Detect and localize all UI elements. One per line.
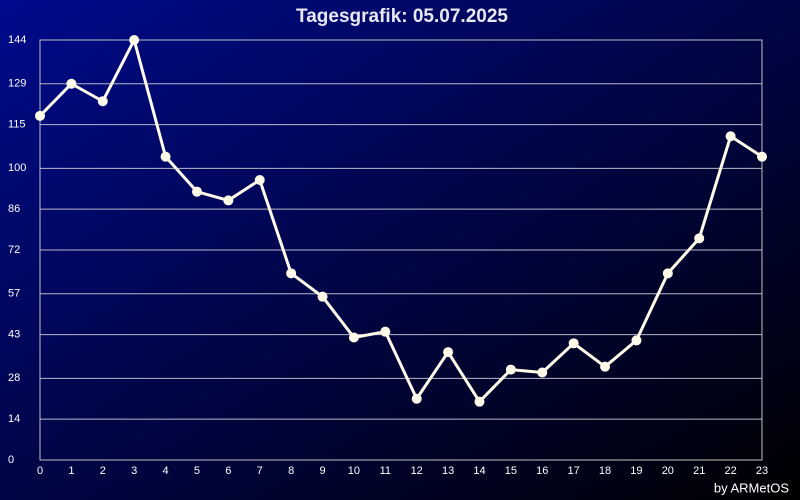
- data-point: [757, 151, 767, 162]
- x-tick-label: 9: [319, 465, 325, 477]
- x-tick-label: 11: [380, 465, 391, 477]
- y-tick-label: 144: [8, 34, 26, 46]
- x-tick-label: 3: [131, 465, 137, 477]
- y-tick-label: 0: [8, 454, 14, 466]
- x-tick-label: 2: [100, 465, 106, 477]
- data-point: [286, 268, 297, 279]
- y-tick-label: 72: [8, 244, 20, 256]
- y-tick-label: 129: [8, 78, 26, 90]
- x-tick-label: 22: [724, 465, 736, 477]
- data-point: [348, 332, 359, 343]
- y-tick-label: 14: [8, 413, 20, 425]
- x-tick-label: 6: [225, 465, 231, 477]
- x-tick-label: 15: [505, 465, 517, 477]
- x-tick-label: 17: [568, 465, 580, 477]
- x-tick-label: 19: [630, 465, 642, 477]
- x-tick-label: 20: [662, 465, 674, 477]
- y-tick-label: 28: [8, 372, 20, 384]
- data-point: [443, 347, 454, 358]
- data-point: [662, 268, 673, 279]
- x-tick-label: 18: [599, 465, 611, 477]
- x-tick-label: 13: [442, 465, 454, 477]
- data-point: [317, 291, 328, 302]
- data-point: [474, 396, 485, 407]
- data-point: [129, 35, 140, 45]
- x-tick-label: 23: [756, 465, 768, 477]
- x-tick-label: 12: [411, 465, 423, 477]
- data-point: [631, 335, 642, 346]
- credit: by ARMetOS: [714, 480, 789, 495]
- x-tick-label: 14: [473, 465, 485, 477]
- x-tick-label: 21: [693, 465, 705, 477]
- x-tick-label: 8: [288, 465, 294, 477]
- x-tick-label: 4: [163, 465, 169, 477]
- data-point: [35, 110, 45, 121]
- data-point: [160, 151, 171, 162]
- chart-title: Tagesgrafik: 05.07.2025: [296, 6, 508, 27]
- data-point: [537, 367, 548, 378]
- y-tick-label: 86: [8, 203, 20, 215]
- data-point: [725, 131, 736, 142]
- data-point: [191, 186, 202, 197]
- data-point: [568, 338, 579, 349]
- y-tick-label: 43: [8, 328, 20, 340]
- data-point: [223, 195, 234, 206]
- data-point: [411, 393, 422, 404]
- data-point: [694, 233, 705, 244]
- plot-border: [39, 39, 763, 461]
- y-tick-label: 57: [8, 288, 20, 300]
- data-point: [505, 364, 516, 375]
- y-tick-label: 115: [8, 118, 26, 130]
- data-point: [600, 361, 611, 372]
- y-tick-label: 100: [8, 162, 26, 174]
- x-tick-label: 10: [348, 465, 360, 477]
- data-point: [66, 78, 77, 89]
- x-tick-label: 5: [194, 465, 200, 477]
- x-tick-label: 1: [68, 465, 74, 477]
- x-tick-label: 16: [536, 465, 548, 477]
- x-tick-label: 0: [37, 465, 43, 477]
- x-tick-label: 7: [257, 465, 263, 477]
- data-point: [97, 96, 108, 107]
- data-point: [380, 326, 391, 337]
- data-point: [254, 175, 265, 185]
- series-line: [38, 38, 763, 404]
